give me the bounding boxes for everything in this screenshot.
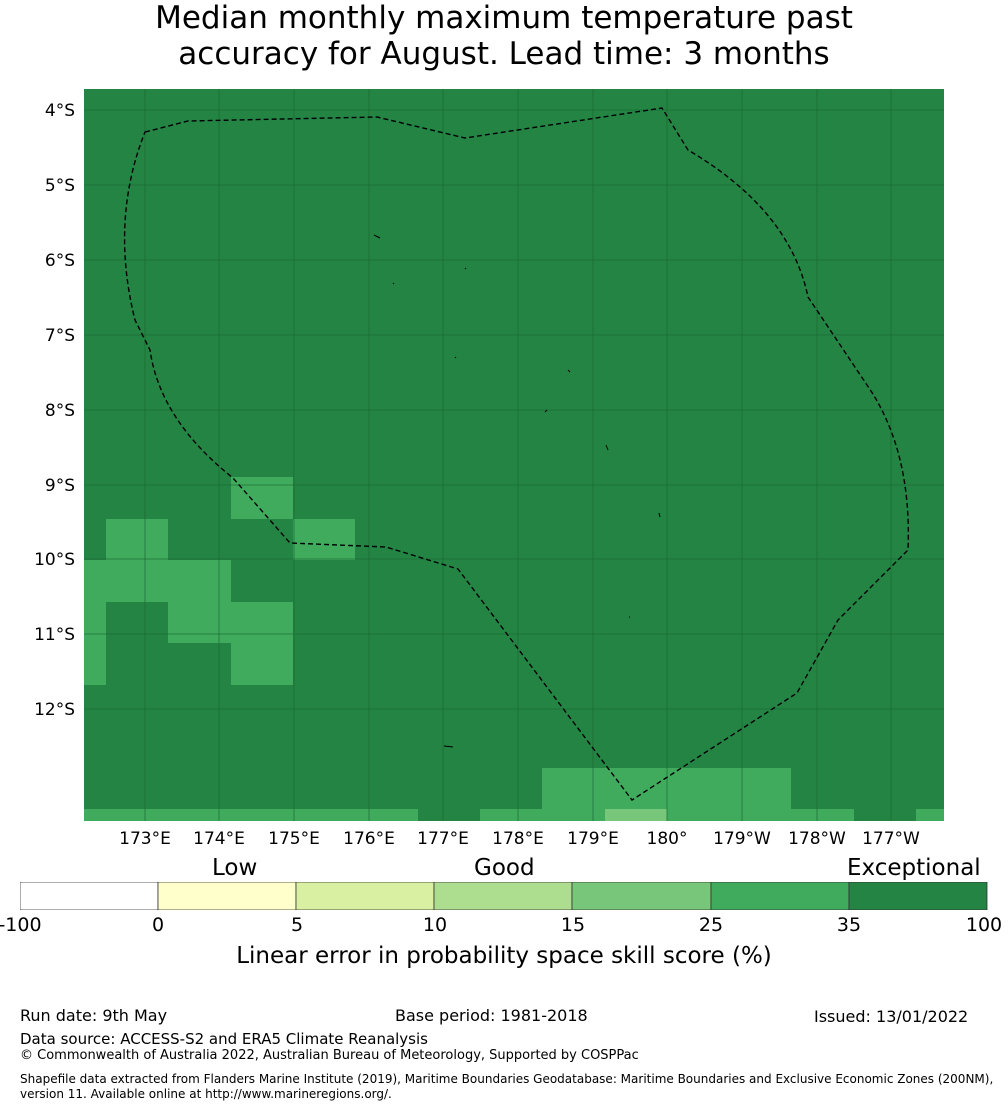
color-bar-tick: 0 <box>151 914 165 936</box>
island <box>392 282 395 285</box>
island <box>567 369 571 373</box>
color-bar-segment <box>571 882 712 910</box>
lon-label: 177°W <box>862 829 920 849</box>
title-line-2: accuracy for August. Lead time: 3 months <box>178 36 830 72</box>
map-background-cell <box>84 89 944 821</box>
lat-label: 11°S <box>34 625 75 645</box>
island <box>443 745 454 748</box>
lat-label: 5°S <box>45 176 75 196</box>
skill-grid <box>84 89 944 821</box>
color-bar-segment <box>848 882 988 910</box>
grid-cell-light <box>916 809 944 821</box>
island <box>464 267 467 270</box>
lon-label: 178°W <box>788 829 846 849</box>
eez-boundary <box>123 107 910 801</box>
shapefile-credit: Shapefile data extracted from Flanders M… <box>20 1072 993 1102</box>
grid-cell-light <box>231 643 293 685</box>
lat-label: 8°S <box>45 401 75 421</box>
grid-cell-light <box>231 477 293 519</box>
run-date: Run date: 9th May <box>20 1006 168 1025</box>
color-bar-tick: -100 <box>0 914 42 936</box>
grid-cell-light <box>84 602 106 685</box>
title-line-1: Median monthly maximum temperature past <box>155 0 853 36</box>
island <box>373 234 381 239</box>
grid-cell-light <box>84 560 231 602</box>
color-bar <box>20 882 988 910</box>
color-bar-segment <box>157 882 297 910</box>
grid-cell-light <box>84 809 418 821</box>
lon-label: 179°W <box>713 829 771 849</box>
lon-labels: 173°E 174°E 175°E 176°E 177°E 178°E 179°… <box>119 829 920 849</box>
islands <box>373 234 661 748</box>
island <box>605 444 609 451</box>
grid-cell-light <box>542 768 791 809</box>
grid-cell-light <box>168 602 293 643</box>
lon-label: 174°E <box>193 829 245 849</box>
color-bar-tick: 35 <box>836 914 862 936</box>
lat-labels: 4°S 5°S 6°S 7°S 8°S 9°S 10°S 11°S 12°S <box>34 101 75 720</box>
lon-label: 176°E <box>343 829 395 849</box>
color-bar-label: Linear error in probability space skill … <box>236 943 772 969</box>
color-bar-segment <box>295 882 435 910</box>
lat-label: 6°S <box>45 251 75 271</box>
color-bar-segment <box>433 882 573 910</box>
base-period: Base period: 1981-2018 <box>395 1006 588 1025</box>
graticule <box>84 89 944 821</box>
lon-label: 179°E <box>567 829 619 849</box>
color-bar-segment <box>710 882 850 910</box>
legend-category-low: Low <box>212 855 258 881</box>
legend-category-good: Good <box>474 855 535 881</box>
color-bar-tick: 10 <box>422 914 448 936</box>
data-source: Data source: ACCESS-S2 and ERA5 Climate … <box>20 1030 428 1048</box>
lon-label: 175°E <box>268 829 320 849</box>
island <box>454 356 457 359</box>
lat-label: 10°S <box>34 550 75 570</box>
color-bar-tick: 5 <box>290 914 304 936</box>
grid-cell-light <box>106 519 168 560</box>
lon-label: 178°E <box>492 829 544 849</box>
lat-label: 9°S <box>45 476 75 496</box>
color-bar-tick: 100 <box>965 914 1003 936</box>
color-bar-tick: 25 <box>698 914 724 936</box>
lat-label: 4°S <box>45 101 75 121</box>
page-title: Median monthly maximum temperature past … <box>0 0 1008 72</box>
lon-label: 177°E <box>417 829 469 849</box>
shapefile-credit-line-1: Shapefile data extracted from Flanders M… <box>20 1072 994 1086</box>
lon-label: 180° <box>647 829 688 849</box>
grid-cell-lighter <box>605 809 667 821</box>
grid-cell-light <box>293 519 355 560</box>
skill-map: 4°S 5°S 6°S 7°S 8°S 9°S 10°S 11°S 12°S 1… <box>34 89 944 849</box>
lon-label: 173°E <box>119 829 171 849</box>
color-bar-segment <box>20 882 159 910</box>
lat-label: 7°S <box>45 326 75 346</box>
copyright: © Commonwealth of Australia 2022, Austra… <box>20 1048 639 1063</box>
lat-label: 12°S <box>34 700 75 720</box>
color-bar-tick: 15 <box>560 914 586 936</box>
shapefile-credit-line-2: version 11. Available online at http://w… <box>20 1087 392 1101</box>
issued-date: Issued: 13/01/2022 <box>814 1007 969 1026</box>
island <box>658 512 661 518</box>
island <box>544 409 548 413</box>
legend-category-exceptional: Exceptional <box>847 855 981 881</box>
